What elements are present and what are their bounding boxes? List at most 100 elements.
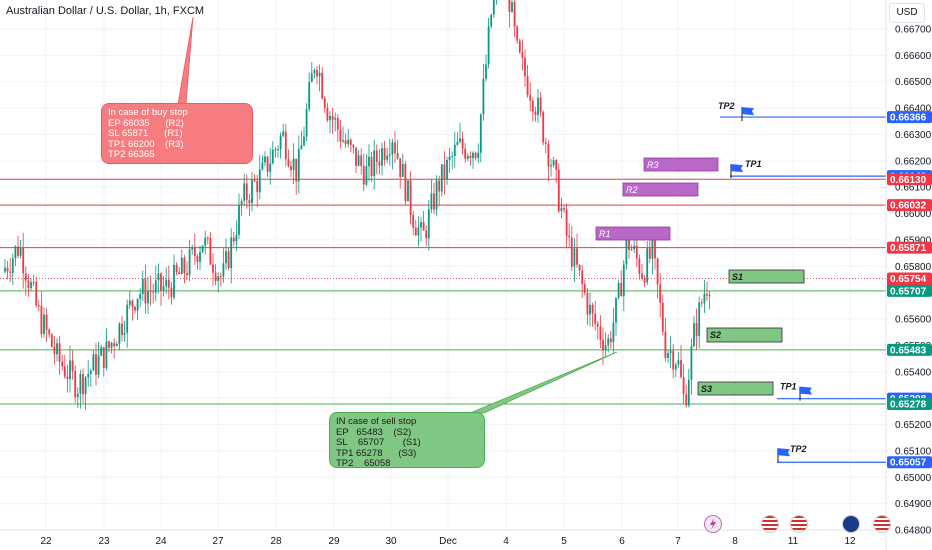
- candle-body: [604, 345, 607, 351]
- resistance-box[interactable]: [643, 157, 719, 172]
- candle-body: [654, 237, 656, 259]
- price-badge: [887, 111, 932, 124]
- candle-body: [334, 118, 337, 120]
- candle-body: [48, 329, 51, 335]
- candle-body: [105, 341, 108, 369]
- price-tick-label: 0.65400: [895, 367, 932, 378]
- candle-body: [516, 26, 519, 41]
- us-flag-icon[interactable]: [790, 515, 808, 533]
- candle-body: [365, 166, 368, 185]
- price-badge: [887, 199, 932, 212]
- candle-body: [617, 282, 620, 298]
- candle-body: [602, 339, 604, 351]
- candle-body: [378, 161, 381, 166]
- candle-body: [308, 82, 311, 110]
- candle-body: [123, 332, 126, 335]
- candle-body: [417, 227, 420, 236]
- time-tick-label: 27: [212, 536, 224, 547]
- time-tick-label: 24: [155, 536, 167, 547]
- time-tick-label: 12: [844, 536, 856, 547]
- candle-body: [407, 180, 409, 202]
- lightning-icon[interactable]: [704, 515, 722, 533]
- candle-body: [342, 140, 344, 142]
- candle-body: [459, 138, 461, 142]
- candle-body: [552, 160, 555, 166]
- candle-body: [126, 304, 129, 333]
- candle-body: [399, 158, 402, 177]
- candle-body: [56, 343, 58, 355]
- candle-body: [160, 273, 162, 291]
- candle-body: [40, 305, 43, 334]
- time-axis[interactable]: 22 23 24 27 28 29 30 Dec 4 5 6 7 8 11 12: [40, 536, 856, 547]
- candle-body: [524, 57, 526, 77]
- candle-body: [212, 264, 214, 273]
- time-tick-label: Dec: [439, 536, 457, 547]
- candle-body: [279, 135, 282, 150]
- candle-body: [578, 264, 581, 271]
- candle-body: [14, 246, 17, 259]
- candle-body: [209, 237, 212, 265]
- resistance-box[interactable]: [595, 226, 671, 241]
- candle-body: [76, 393, 79, 398]
- price-badge: [887, 343, 932, 356]
- price-tick-label: 0.66600: [895, 51, 932, 62]
- candle-body: [243, 183, 246, 201]
- candle-body: [394, 142, 396, 153]
- support-box[interactable]: [706, 327, 783, 343]
- resistance-box[interactable]: [622, 182, 699, 197]
- candle-body: [87, 374, 90, 378]
- candle-body: [698, 302, 701, 336]
- us-flag-icon[interactable]: [873, 515, 891, 533]
- candle-body: [630, 249, 633, 251]
- candle-body: [474, 152, 477, 158]
- price-badge-label: 0.66032: [890, 201, 927, 212]
- candle-body: [542, 112, 545, 143]
- candle-body: [664, 331, 667, 359]
- candle-body: [386, 155, 389, 160]
- us-flag-icon[interactable]: [761, 515, 779, 533]
- candle-body: [323, 98, 326, 108]
- candle-body: [131, 300, 134, 307]
- au-flag-icon[interactable]: [842, 515, 860, 533]
- price-tick-label: 0.64800: [895, 526, 932, 537]
- candle-body: [183, 257, 186, 273]
- candle-body: [700, 302, 703, 304]
- candle-body: [477, 152, 480, 158]
- candle-body: [266, 156, 269, 172]
- candle-body: [565, 209, 568, 236]
- candle-body: [391, 142, 394, 155]
- candle-body: [100, 347, 103, 356]
- flag-icon: [800, 386, 812, 395]
- candle-body: [583, 284, 586, 293]
- candle-body: [144, 278, 147, 304]
- candle-body: [50, 334, 53, 347]
- time-tick-label: 4: [503, 536, 509, 547]
- candle-body: [690, 346, 693, 380]
- candle-body: [336, 118, 339, 130]
- candle-body: [352, 144, 355, 148]
- candle-body: [110, 342, 113, 348]
- candle-body: [201, 245, 204, 253]
- buy-stop-note: In case of buy stop EP 66035 (R2) SL 658…: [101, 103, 253, 164]
- candle-body: [375, 150, 378, 162]
- candle-body: [526, 76, 529, 96]
- candle-body: [464, 148, 467, 159]
- price-badge: [887, 241, 932, 254]
- candle-body: [63, 366, 66, 377]
- candle-body: [448, 156, 451, 160]
- candle-body: [305, 109, 308, 137]
- candle-body: [703, 293, 706, 304]
- candle-body: [53, 346, 56, 355]
- currency-button[interactable]: USD: [889, 3, 925, 23]
- support-box[interactable]: [697, 381, 774, 396]
- candle-body: [362, 165, 365, 185]
- candle-body: [295, 158, 298, 182]
- candle-body: [19, 247, 22, 256]
- candle-body: [230, 237, 233, 269]
- candle-body: [422, 222, 425, 231]
- candle-body: [570, 237, 573, 267]
- target-label: TP1: [780, 382, 797, 392]
- time-tick-label: 22: [40, 536, 52, 547]
- support-box[interactable]: [728, 269, 805, 284]
